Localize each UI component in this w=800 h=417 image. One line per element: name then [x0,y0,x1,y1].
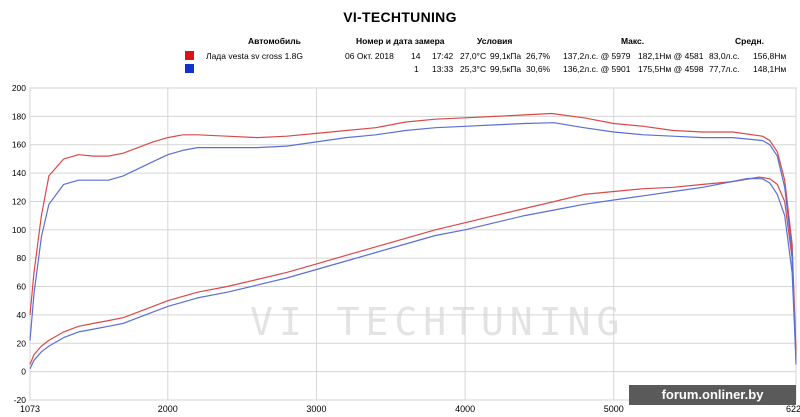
y-tick-label: 20 [17,338,27,348]
run-date: 06 Окт. 2018 [345,51,394,61]
max-power: 137,2л.с. @ 5979 [563,51,631,61]
plot-frame [29,87,797,401]
run-humidity: 30,6% [526,64,551,74]
col-header-max: Макс. [621,36,645,46]
avg-power: 83,0л.с. [709,51,740,61]
y-tick-label: 140 [12,168,26,178]
series-line-3 [29,122,797,365]
legend-swatch-blue [185,64,194,73]
x-tick-label: 4000 [455,404,475,414]
forum-badge: forum.onliner.by [629,385,796,405]
avg-torque: 156,8Нм [753,51,787,61]
y-tick-label: 100 [12,225,26,235]
y-tick-label: 40 [17,310,27,320]
legend-swatch-red [185,51,194,60]
run-temp: 25,3°C [460,64,487,74]
series-line-1 [29,112,797,351]
watermark-text: VI TECHTUNING [250,300,626,344]
series-line-2 [29,176,797,365]
max-power: 136,2л.с. @ 5901 [563,64,631,74]
y-tick-label: 80 [17,253,27,263]
series-line-4 [29,177,797,370]
run-number: 1 [414,64,419,74]
x-tick-label: 2000 [158,404,178,414]
y-tick-label: 200 [12,83,26,93]
col-header-conditions: Условия [477,36,513,46]
y-tick-label: 60 [17,282,27,292]
run-time: 17:42 [432,51,454,61]
run-humidity: 26,7% [526,51,551,61]
run-pressure: 99,1кПа [490,51,522,61]
y-tick-label: 180 [12,111,26,121]
chart-title: VI-TECHTUNING [343,9,457,25]
x-tick-label: 6226 [786,404,800,414]
x-tick-label: 3000 [306,404,326,414]
car-name: Лада vesta sv cross 1.8G [206,51,303,61]
col-header-car: Автомобиль [248,36,301,46]
run-temp: 27,0°C [460,51,487,61]
max-torque: 175,5Нм @ 4598 [638,64,704,74]
run-time: 13:33 [432,64,454,74]
y-tick-label: 0 [21,367,26,377]
y-tick-label: 160 [12,140,26,150]
x-tick-label: 1073 [20,404,40,414]
run-number: 14 [411,51,421,61]
y-tick-label: -20 [14,395,27,405]
col-header-avg: Средн. [735,36,764,46]
col-header-date: Номер и дата замера [356,36,445,46]
run-pressure: 99,5кПа [490,64,522,74]
y-tick-label: 120 [12,196,26,206]
x-tick-label: 5000 [604,404,624,414]
avg-torque: 148,1Нм [753,64,787,74]
avg-power: 77,7л.с. [709,64,740,74]
max-torque: 182,1Нм @ 4581 [638,51,704,61]
